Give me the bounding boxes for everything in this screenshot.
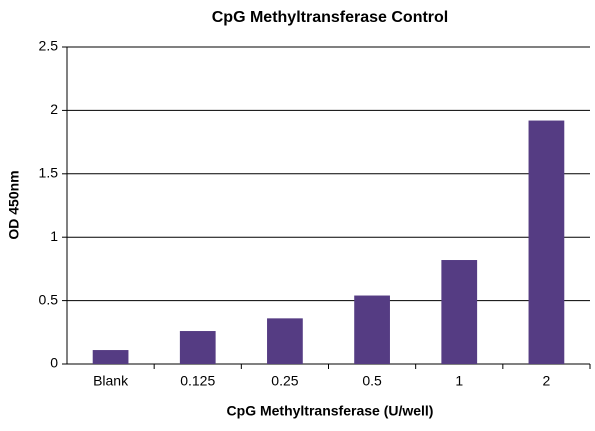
bar bbox=[441, 260, 478, 364]
y-tick-label: 1.5 bbox=[39, 165, 59, 181]
y-tick-label: 2.5 bbox=[39, 38, 59, 54]
y-tick-label: 2 bbox=[50, 101, 58, 117]
y-tick-label: 1 bbox=[50, 228, 58, 244]
x-tick-label: 0.5 bbox=[362, 373, 382, 389]
x-tick-label: 1 bbox=[455, 373, 463, 389]
x-tick-label: 0.125 bbox=[180, 373, 215, 389]
x-tick-label: Blank bbox=[93, 373, 129, 389]
chart-title: CpG Methyltransferase Control bbox=[212, 9, 448, 26]
y-tick-label: 0.5 bbox=[39, 291, 59, 307]
bar bbox=[267, 318, 303, 364]
bar bbox=[92, 350, 129, 364]
bar bbox=[528, 120, 565, 364]
bar bbox=[179, 331, 216, 364]
y-tick-label: 0 bbox=[50, 355, 58, 371]
x-axis-label: CpG Methyltransferase (U/well) bbox=[227, 403, 434, 419]
x-tick-label: 2 bbox=[543, 373, 551, 389]
y-axis-label: OD 450nm bbox=[6, 170, 22, 239]
bar bbox=[354, 295, 390, 364]
x-tick-label: 0.25 bbox=[271, 373, 298, 389]
